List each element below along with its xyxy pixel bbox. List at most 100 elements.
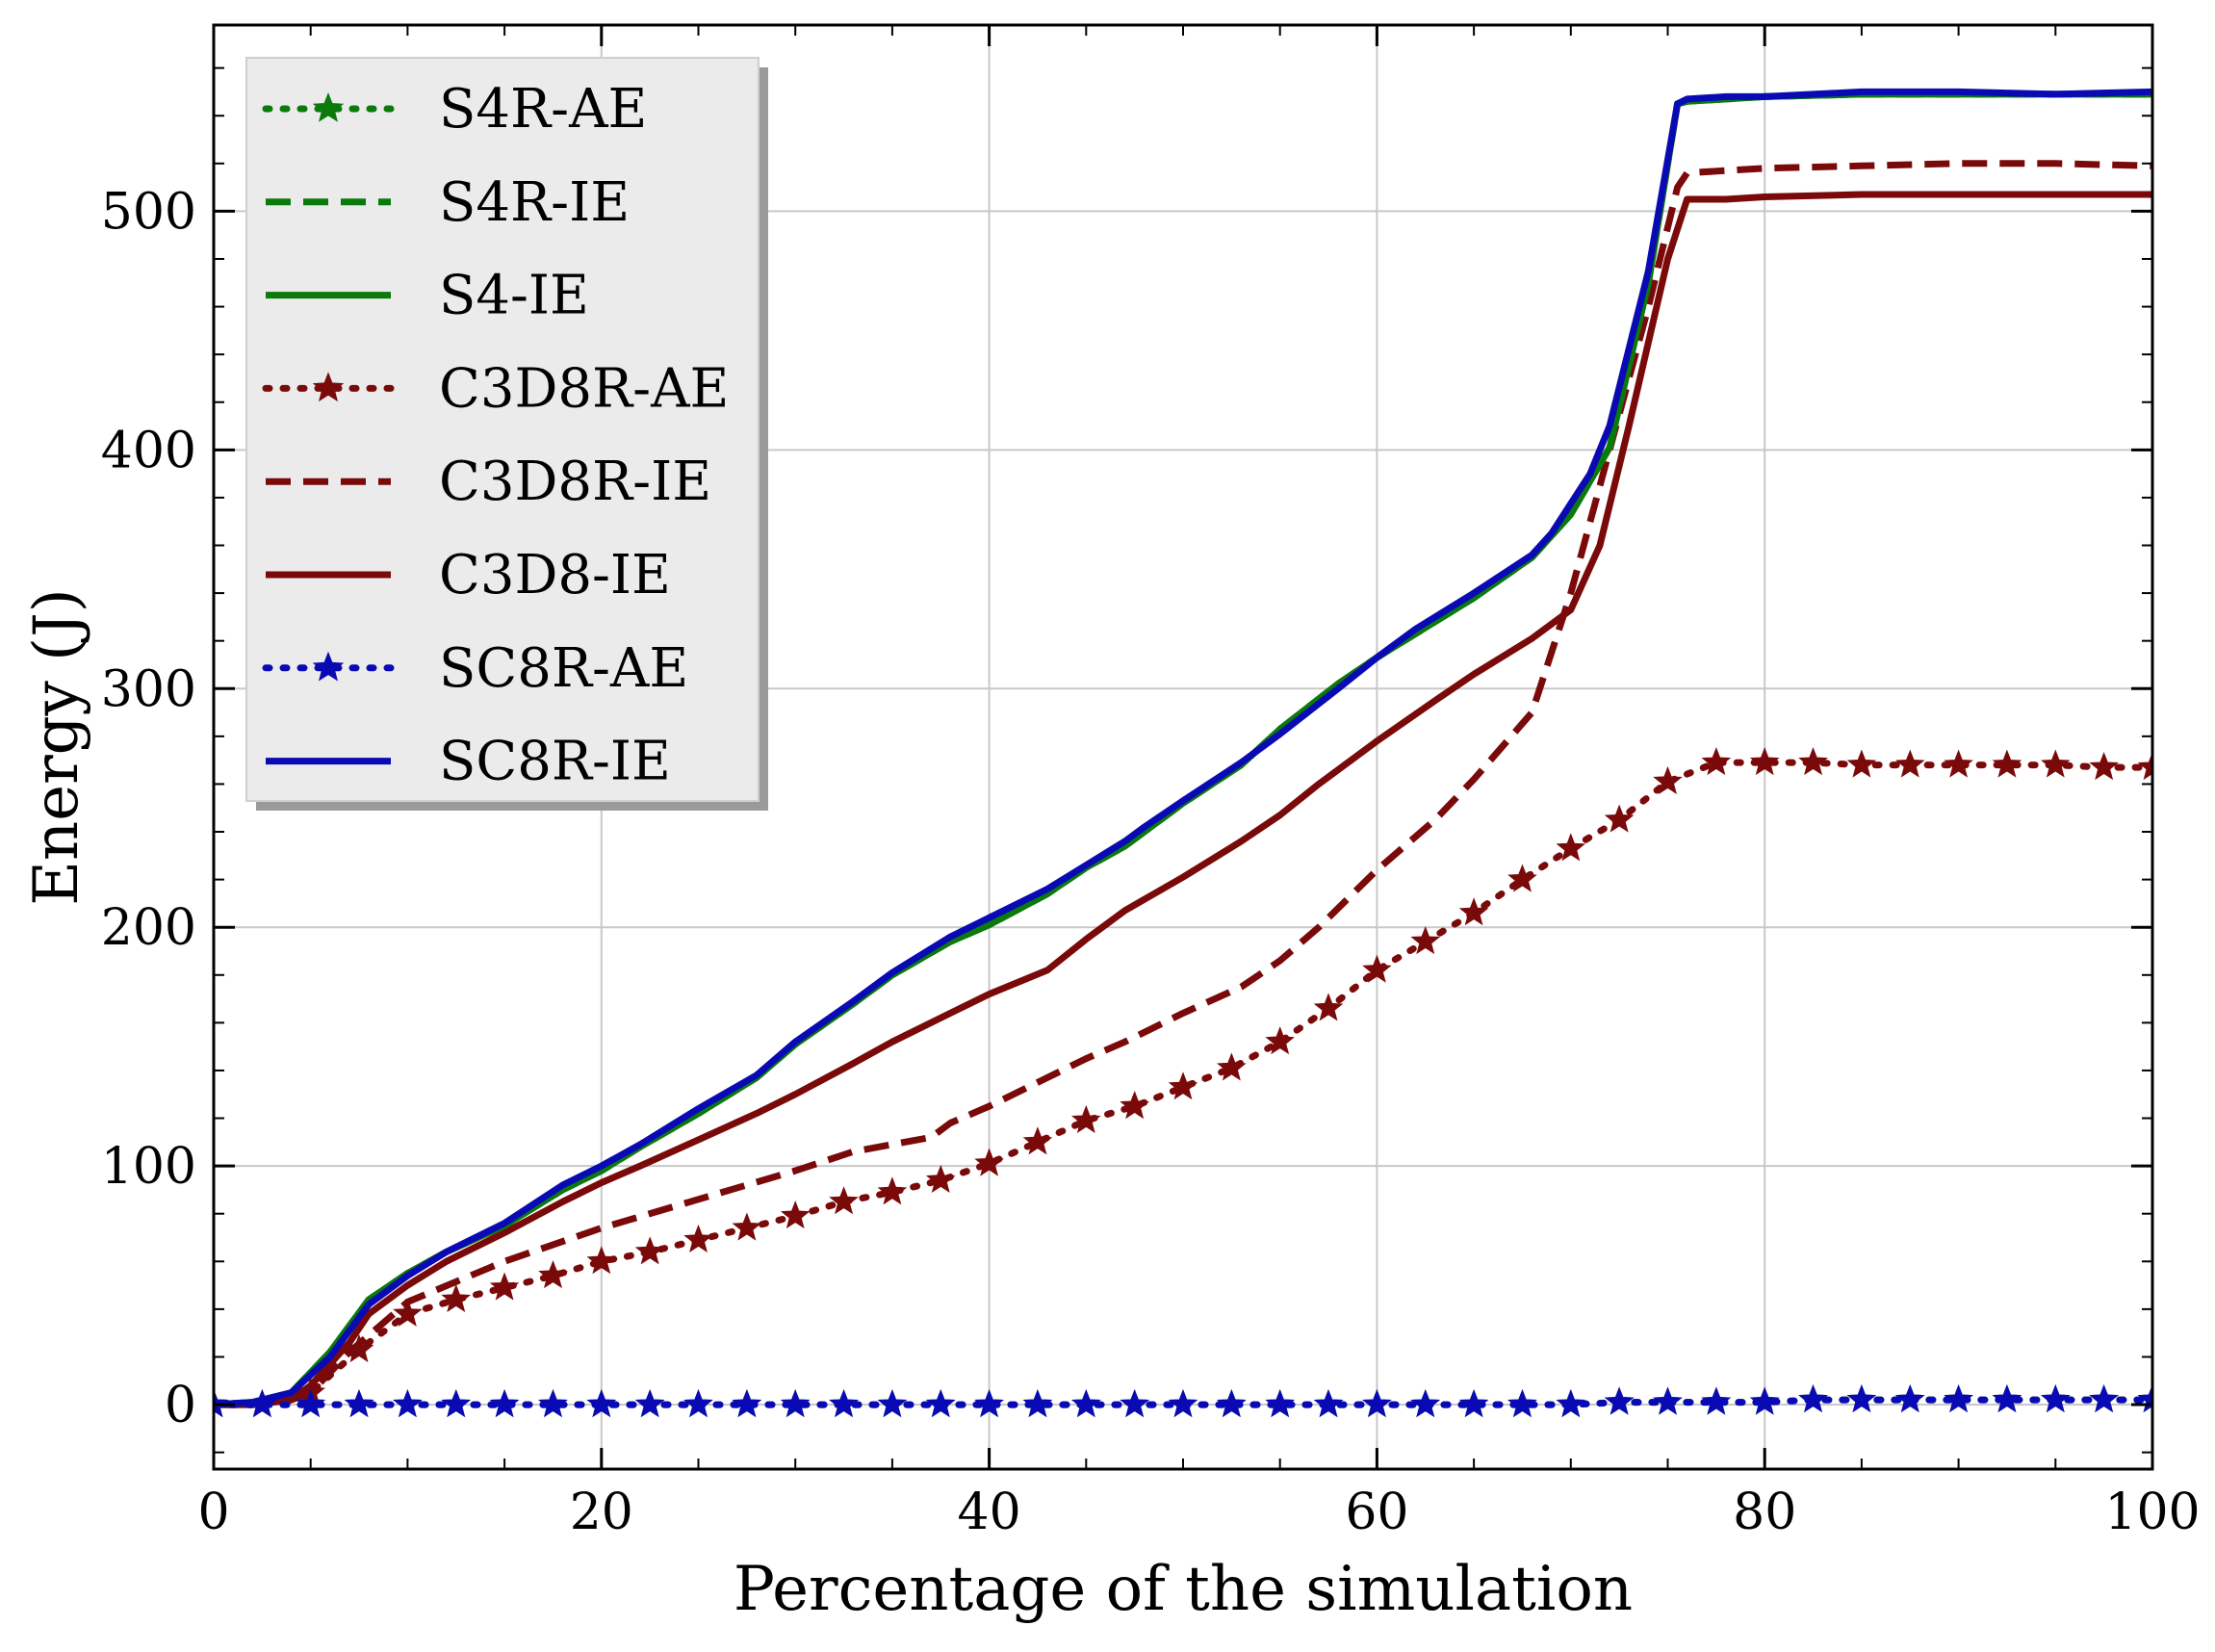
- series-point-sc8r-ae: [393, 1389, 423, 1418]
- y-tick-label: 500: [101, 183, 196, 241]
- x-tick-label: 20: [570, 1484, 633, 1541]
- series-point-c3d8r-ae: [925, 1164, 956, 1193]
- legend: S4R-AE S4R-IE S4-IE C3D8R-AE C3D8R-IE C3D8-IE…: [245, 57, 768, 811]
- series-point-c3d8r-ae: [2089, 752, 2119, 781]
- legend-marker-c3d8r-ae: [312, 372, 345, 402]
- series-point-c3d8r-ae: [1022, 1126, 1053, 1155]
- series-point-c3d8r-ae: [1458, 897, 1489, 926]
- legend-label-sc8r-ae: SC8R-AE: [439, 637, 688, 700]
- legend-label-sc8r-ie: SC8R-IE: [439, 731, 671, 793]
- series-sc8r-ae: [214, 1384, 2152, 1418]
- series-point-sc8r-ae: [1217, 1389, 1247, 1418]
- legend-item-c3d8r-ae: C3D8R-AE: [262, 357, 729, 420]
- series-point-sc8r-ae: [441, 1389, 472, 1418]
- legend-entries: S4R-AE S4R-IE S4-IE C3D8R-AE C3D8R-IE C3D8-IE…: [262, 78, 729, 793]
- series-point-c3d8r-ae: [877, 1176, 908, 1205]
- series-point-sc8r-ae: [1701, 1386, 1732, 1415]
- series-point-c3d8r-ae: [1362, 954, 1392, 983]
- legend-label-s4r-ae: S4R-AE: [439, 78, 647, 141]
- series-point-sc8r-ae: [877, 1389, 908, 1418]
- series-point-c3d8r-ae: [1071, 1104, 1101, 1133]
- series-point-c3d8r-ae: [1604, 804, 1635, 833]
- series-point-c3d8r-ae: [1894, 749, 1925, 778]
- series-line-c3d8-ie: [214, 191, 2152, 1408]
- series-point-sc8r-ae: [1410, 1389, 1441, 1418]
- x-tick-label: 80: [1733, 1484, 1796, 1541]
- series-point-sc8r-ae: [925, 1389, 956, 1418]
- series-point-c3d8r-ae: [393, 1298, 423, 1327]
- series-point-c3d8r-ae: [1120, 1091, 1149, 1120]
- legend-item-sc8r-ae: SC8R-AE: [262, 637, 688, 700]
- series-point-sc8r-ae: [829, 1389, 859, 1418]
- series-point-sc8r-ae: [1749, 1386, 1780, 1415]
- series-point-c3d8r-ae: [1217, 1052, 1247, 1081]
- x-tick-label: 0: [197, 1484, 229, 1541]
- legend-label-s4-ie: S4-IE: [439, 265, 589, 327]
- series-group: [214, 88, 2152, 1418]
- series-point-c3d8r-ae: [1653, 765, 1683, 794]
- series-point-sc8r-ae: [586, 1389, 617, 1418]
- x-tick-label: 60: [1345, 1484, 1408, 1541]
- series-point-sc8r-ae: [538, 1389, 568, 1418]
- series-point-c3d8r-ae: [538, 1260, 568, 1289]
- series-point-c3d8r-ae: [1701, 747, 1732, 776]
- series-point-sc8r-ae: [489, 1389, 520, 1418]
- series-point-c3d8r-ae: [1992, 749, 2022, 778]
- series-point-sc8r-ae: [1265, 1389, 1295, 1418]
- series-point-c3d8r-ae: [1749, 746, 1780, 776]
- legend-label-c3d8r-ie: C3D8R-IE: [439, 451, 711, 513]
- series-line-sc8r-ie: [214, 88, 2152, 1408]
- series-c3d8-ie: [214, 191, 2152, 1408]
- series-point-sc8r-ae: [1507, 1389, 1537, 1418]
- series-point-sc8r-ae: [2089, 1384, 2119, 1413]
- series-point-c3d8r-ae: [634, 1236, 665, 1265]
- series-point-sc8r-ae: [344, 1389, 374, 1418]
- series-point-c3d8r-ae: [683, 1224, 713, 1252]
- series-line-c3d8r-ie: [214, 160, 2152, 1408]
- series-point-c3d8r-ae: [1410, 926, 1441, 955]
- legend-item-s4r-ie: S4R-IE: [266, 171, 630, 234]
- series-point-sc8r-ae: [634, 1389, 665, 1418]
- legend-label-c3d8r-ae: C3D8R-AE: [439, 357, 729, 420]
- series-point-sc8r-ae: [1653, 1386, 1683, 1415]
- series-point-c3d8r-ae: [732, 1212, 762, 1241]
- series-point-sc8r-ae: [1313, 1389, 1344, 1418]
- series-point-c3d8r-ae: [1507, 864, 1537, 892]
- series-point-sc8r-ae: [1458, 1389, 1489, 1418]
- axis-ticks: [212, 25, 2154, 1469]
- series-point-c3d8r-ae: [2041, 749, 2071, 778]
- legend-item-s4-ie: S4-IE: [266, 265, 589, 327]
- series-point-sc8r-ae: [974, 1389, 1004, 1418]
- series-point-sc8r-ae: [296, 1389, 325, 1418]
- y-tick-label: 400: [101, 422, 196, 479]
- series-point-sc8r-ae: [1362, 1389, 1392, 1418]
- x-tick-label: 40: [958, 1484, 1021, 1541]
- series-point-sc8r-ae: [1022, 1389, 1053, 1418]
- series-point-c3d8r-ae: [1846, 749, 1877, 778]
- series-point-c3d8r-ae: [1168, 1071, 1198, 1100]
- legend-label-c3d8-ie: C3D8-IE: [439, 544, 671, 607]
- series-point-sc8r-ae: [1071, 1389, 1101, 1418]
- series-point-c3d8r-ae: [974, 1148, 1004, 1176]
- series-line-c3d8r-ae: [214, 759, 2152, 1408]
- series-point-sc8r-ae: [1556, 1389, 1586, 1418]
- series-point-c3d8r-ae: [829, 1186, 859, 1215]
- series-point-c3d8r-ae: [489, 1272, 520, 1301]
- series-point-sc8r-ae: [1992, 1384, 2022, 1413]
- series-point-sc8r-ae: [1604, 1386, 1635, 1415]
- y-tick-label: 0: [165, 1377, 196, 1434]
- y-tick-label: 200: [101, 899, 196, 957]
- series-point-c3d8r-ae: [441, 1283, 472, 1312]
- series-point-sc8r-ae: [1846, 1384, 1877, 1413]
- series-point-sc8r-ae: [1944, 1384, 1973, 1413]
- series-point-c3d8r-ae: [1313, 993, 1344, 1021]
- legend-label-s4r-ie: S4R-IE: [439, 171, 630, 234]
- y-tick-label: 100: [101, 1138, 196, 1196]
- series-point-c3d8r-ae: [2137, 752, 2152, 781]
- series-point-sc8r-ae: [780, 1389, 811, 1418]
- legend-item-c3d8r-ie: C3D8R-IE: [266, 451, 711, 513]
- series-point-sc8r-ae: [1798, 1384, 1828, 1413]
- series-point-c3d8r-ae: [1265, 1026, 1295, 1055]
- series-c3d8r-ie: [214, 160, 2152, 1408]
